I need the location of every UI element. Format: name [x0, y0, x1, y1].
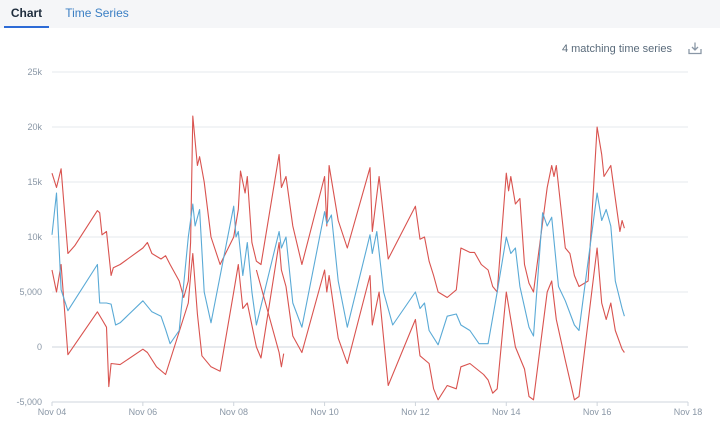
series-line-1[interactable]: [51, 115, 625, 299]
chart-panel: [0, 28, 720, 427]
series-line-2[interactable]: [51, 241, 625, 401]
x-axis: Nov 04 Nov 06 Nov 08 Nov 10 Nov 12 Nov 14 Nov …: [38, 401, 703, 417]
series-line-3[interactable]: [51, 192, 625, 346]
tab-time-series[interactable]: Time Series: [65, 6, 129, 20]
x-tick-label: Nov 06: [129, 407, 158, 417]
matching-series-count: 4 matching time series: [561, 43, 672, 55]
y-tick-label: 0: [37, 342, 42, 352]
y-tick-label: 15k: [27, 177, 42, 187]
x-tick-label: Nov 08: [219, 407, 248, 417]
y-axis: 25k 20k 15k 10k 5,000 0 -5,000: [16, 67, 42, 407]
tab-chart[interactable]: Chart: [4, 0, 49, 28]
x-tick-label: Nov 18: [674, 407, 703, 417]
x-tick-label: Nov 04: [38, 407, 67, 417]
y-tick-label: -5,000: [16, 397, 42, 407]
y-tick-label: 10k: [27, 232, 42, 242]
y-tick-label: 25k: [27, 67, 42, 77]
chart-series: [51, 115, 625, 401]
x-tick-label: Nov 14: [492, 407, 521, 417]
x-tick-label: Nov 12: [401, 407, 430, 417]
download-icon[interactable]: [688, 41, 702, 55]
y-tick-label: 20k: [27, 122, 42, 132]
x-tick-label: Nov 16: [583, 407, 612, 417]
series-line-4[interactable]: [255, 269, 285, 368]
tab-bar: Chart Time Series: [0, 0, 720, 28]
x-tick-label: Nov 10: [310, 407, 339, 417]
y-tick-label: 5,000: [19, 287, 42, 297]
